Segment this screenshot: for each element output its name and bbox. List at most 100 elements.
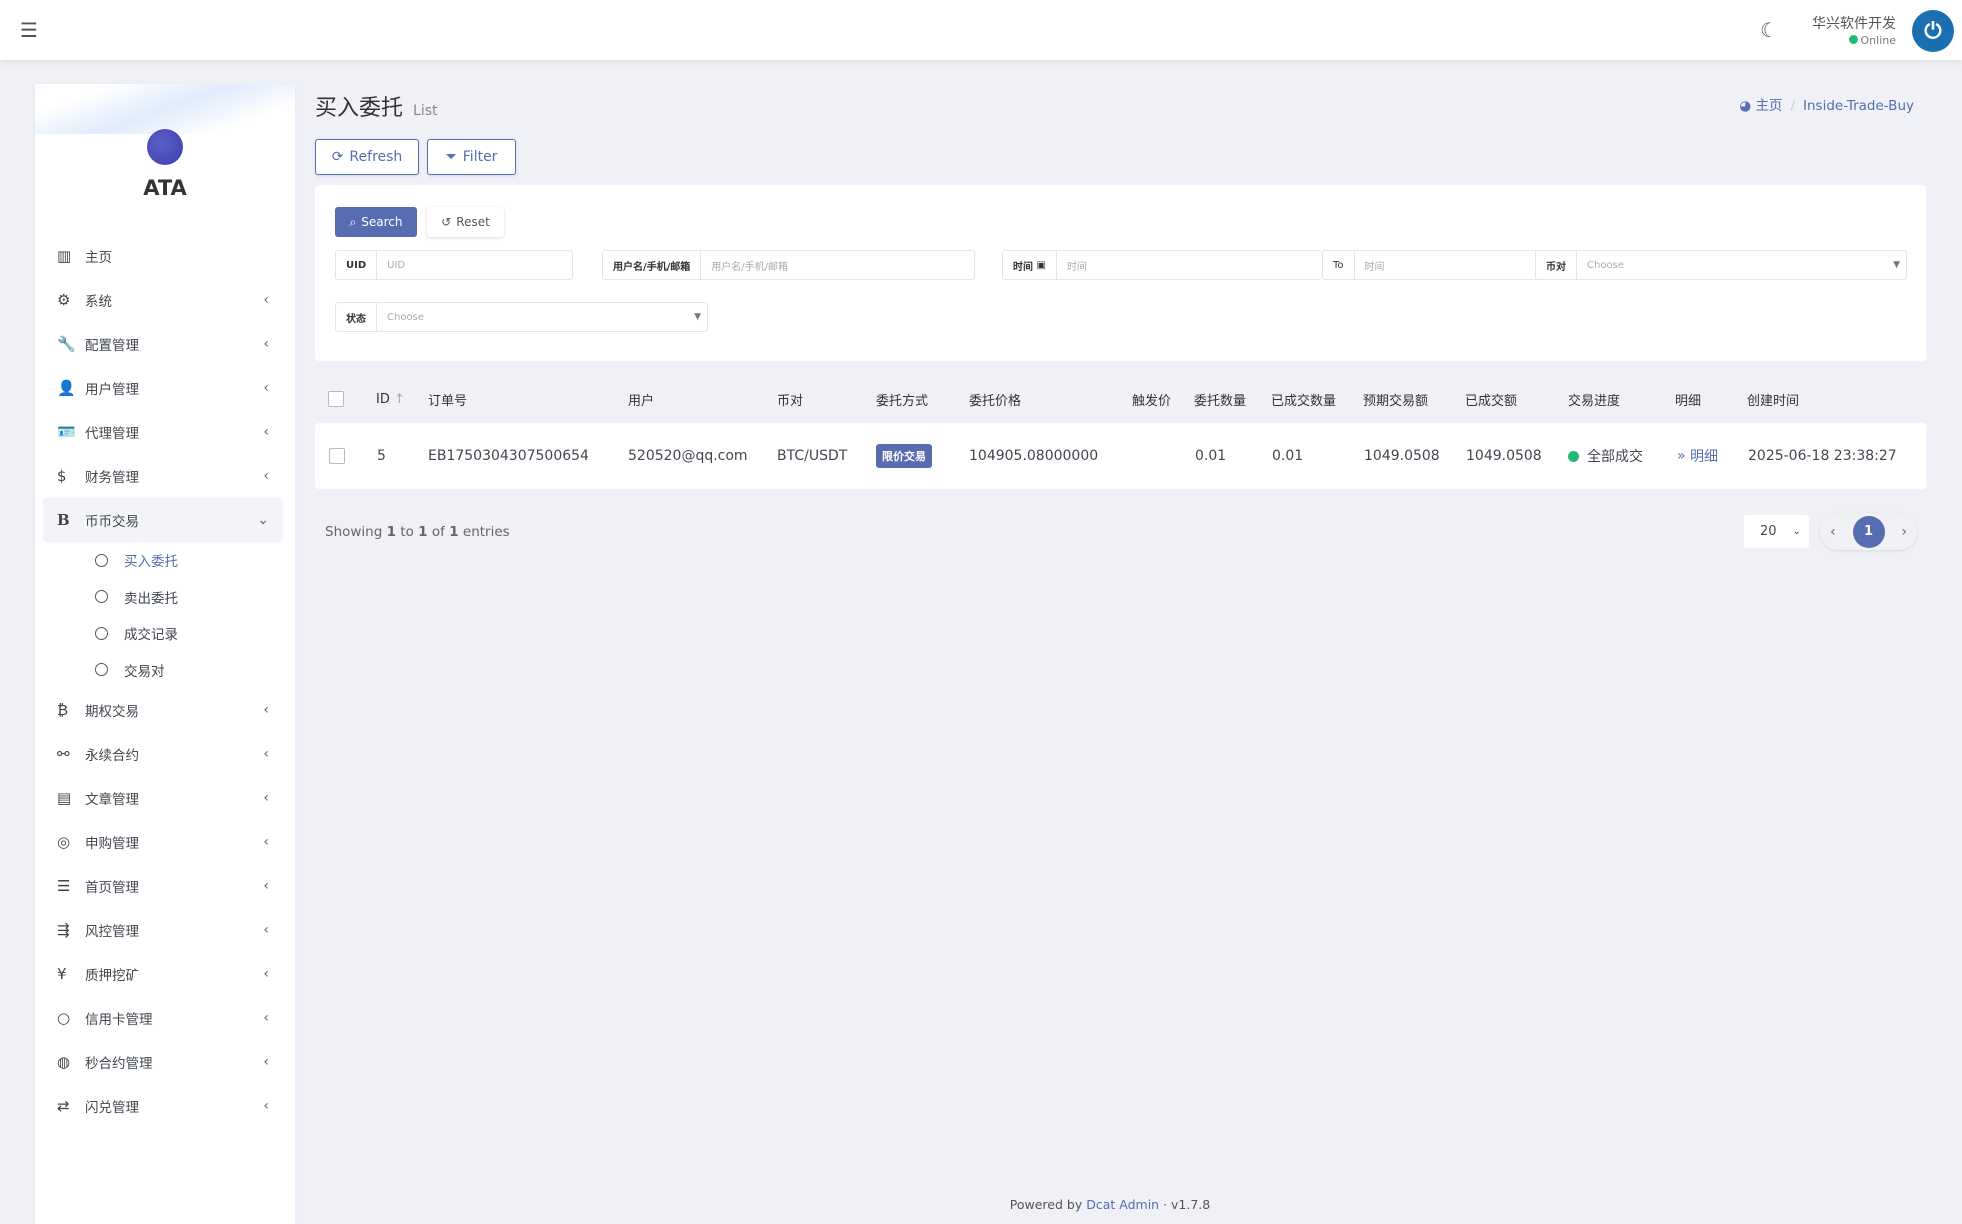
footer-version: v1.7.8 (1171, 1197, 1211, 1212)
user-name[interactable]: 华兴软件开发 (1812, 16, 1896, 32)
pair-select[interactable]: Choose ▼ (1577, 251, 1906, 279)
sidebar-item-users[interactable]: 👤 用户管理 ‹ (43, 366, 283, 410)
sidebar-item-finance[interactable]: $ 财务管理 ‹ (43, 454, 283, 498)
sidebar-item-articles[interactable]: ▤ 文章管理 ‹ (43, 776, 283, 820)
sidebar-item-label: 代理管理 (85, 426, 139, 442)
status-select[interactable]: Choose ▼ (377, 303, 707, 331)
search-label: Search (361, 215, 403, 229)
filter-button[interactable]: ⏷ Filter (427, 139, 516, 175)
sidebar-item-credit-card[interactable]: ○ 信用卡管理 ‹ (43, 996, 283, 1040)
info-text: of (431, 524, 445, 540)
chevron-left-icon: ‹ (263, 380, 269, 396)
search-button[interactable]: ⌕ Search (335, 207, 417, 237)
sidebar-item-label: 闪兑管理 (85, 1100, 139, 1116)
sidebar-subitem-pairs[interactable]: 交易对 (43, 652, 283, 689)
uid-filter: UID UID (335, 250, 573, 280)
refresh-button[interactable]: ⟳ Refresh (315, 139, 419, 175)
uid-input[interactable]: UID (387, 259, 406, 271)
select-all-checkbox[interactable] (328, 380, 344, 418)
breadcrumb: ◕ 主页 / Inside-Trade-Buy (1739, 94, 1914, 114)
column-created: 创建时间 (1747, 393, 1800, 409)
column-pair: 币对 (777, 393, 804, 409)
refresh-label: Refresh (349, 149, 403, 165)
sidebar-item-agents[interactable]: 🪪 代理管理 ‹ (43, 410, 283, 454)
filter-panel: ⌕ Search ↺ Reset UID UID 用户名/手机/邮箱 用户名/手机/邮箱… (315, 185, 1926, 361)
user-icon: 👤 (57, 379, 76, 397)
user-input[interactable]: 用户名/手机/邮箱 (711, 261, 789, 273)
checkbox[interactable] (328, 391, 344, 407)
dcat-admin-link[interactable]: Dcat Admin (1086, 1197, 1160, 1212)
page-1-button[interactable]: 1 (1852, 515, 1885, 548)
sidebar-item-homepage[interactable]: ☰ 首页管理 ‹ (43, 864, 283, 908)
per-page-select[interactable]: 20 ⌄ (1744, 515, 1809, 548)
refresh-icon: ⟳ (331, 149, 344, 165)
chevron-left-icon: ‹ (263, 834, 269, 850)
pair-label: 币对 (1536, 251, 1577, 279)
time-end-input[interactable]: 时间 (1364, 261, 1385, 273)
page-title-text: 买入委托 (315, 96, 404, 121)
row-checkbox[interactable] (329, 423, 345, 489)
chevron-left-icon: ‹ (263, 336, 269, 352)
prev-page-button[interactable]: ‹ (1830, 523, 1836, 540)
time-start-input[interactable]: 时间 (1066, 261, 1087, 273)
chevron-left-icon: ‹ (263, 966, 269, 982)
pair-filter: 币对 Choose ▼ (1535, 250, 1907, 280)
sidebar-item-second-contract[interactable]: ◍ 秒合约管理 ‹ (43, 1040, 283, 1084)
cell-order-no: EB1750304307500654 (428, 448, 589, 464)
filter-icon: ⏷ (445, 149, 457, 165)
cell-qty: 0.01 (1195, 448, 1227, 464)
hamburger-icon[interactable]: ☰ (20, 18, 38, 42)
sidebar-item-options[interactable]: ₿ 期权交易 ‹ (43, 688, 283, 732)
reset-button[interactable]: ↺ Reset (427, 207, 504, 237)
chevron-left-icon: ‹ (263, 1098, 269, 1114)
page-title: 买入委托 List (315, 90, 438, 122)
sidebar-item-subscription[interactable]: ◎ 申购管理 ‹ (43, 820, 283, 864)
sidebar-item-spot-trading[interactable]: B 币币交易 ⌄ (43, 498, 283, 542)
wrench-icon: 🔧 (57, 335, 76, 353)
sidebar-subitem-trades[interactable]: 成交记录 (43, 615, 283, 652)
dollar-icon: $ (57, 467, 67, 485)
sidebar-decoration (35, 84, 295, 134)
brand-name: ATA (143, 176, 187, 200)
sidebar-item-config[interactable]: 🔧 配置管理 ‹ (43, 322, 283, 366)
sidebar-item-risk[interactable]: ⇶ 风控管理 ‹ (43, 908, 283, 952)
sidebar-subitem-buy-orders[interactable]: 买入委托 (43, 542, 283, 579)
info-from: 1 (386, 524, 397, 540)
sidebar-subitem-sell-orders[interactable]: 卖出委托 (43, 579, 283, 616)
cell-pair: BTC/USDT (777, 448, 848, 464)
footer-text: Powered by (1009, 1197, 1083, 1212)
sidebar-item-staking[interactable]: ¥ 质押挖矿 ‹ (43, 952, 283, 996)
indent-icon: ⇶ (57, 921, 70, 939)
sidebar-item-label: 财务管理 (85, 470, 139, 486)
column-trigger: 触发价 (1132, 393, 1172, 409)
column-price: 委托价格 (969, 393, 1022, 409)
sidebar-item-system[interactable]: ⚙ 系统 ‹ (43, 278, 283, 322)
checkbox[interactable] (329, 448, 345, 464)
undo-icon: ↺ (441, 215, 452, 229)
column-filled-qty: 已成交数量 (1271, 393, 1337, 409)
logo-icon (147, 129, 183, 165)
moon-icon[interactable]: ☾ (1760, 18, 1778, 42)
avatar[interactable]: ⏻ (1912, 10, 1954, 52)
sidebar-item-label: 秒合约管理 (85, 1056, 153, 1072)
sidebar-item-home[interactable]: ▥ 主页 (43, 234, 283, 278)
chevron-left-icon: ‹ (263, 1010, 269, 1026)
sidebar-item-flash-exchange[interactable]: ⇄ 闪兑管理 ‹ (43, 1084, 283, 1128)
id-card-icon: 🪪 (57, 423, 76, 441)
status-text: Online (1860, 34, 1896, 47)
cell-price: 104905.08000000 (969, 448, 1099, 464)
info-text: to (400, 524, 414, 540)
next-page-button[interactable]: › (1901, 523, 1907, 540)
caret-down-icon: ▼ (1893, 260, 1900, 270)
detail-link[interactable]: » 明细 (1677, 423, 1718, 489)
sidebar-item-label: 主页 (85, 250, 112, 266)
sort-arrow-icon[interactable]: ↑ (394, 391, 405, 407)
pagination-info: Showing 1 to 1 of 1 entries (325, 524, 510, 540)
sidebar-item-label: 文章管理 (85, 792, 139, 808)
sidebar-item-label: 币币交易 (85, 514, 139, 530)
breadcrumb-home[interactable]: 主页 (1755, 98, 1783, 114)
double-chevron-right-icon: » (1677, 448, 1691, 464)
sidebar-item-perpetual[interactable]: ⚯ 永续合约 ‹ (43, 732, 283, 776)
chevron-left-icon: ‹ (263, 790, 269, 806)
column-id[interactable]: ID ↑ (376, 380, 405, 418)
